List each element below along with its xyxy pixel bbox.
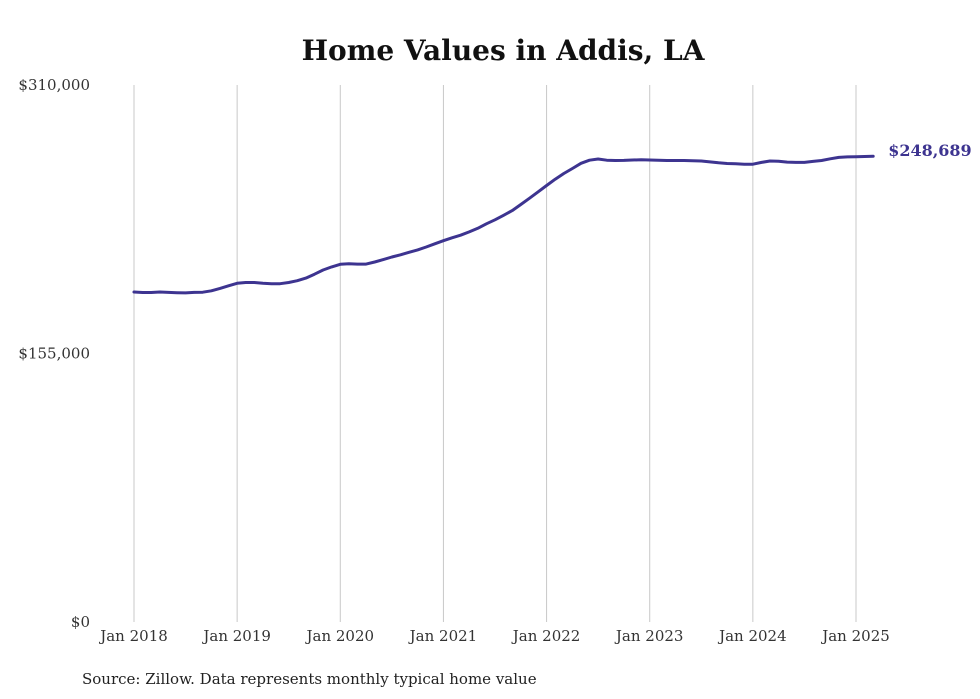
source-note: Source: Zillow. Data represents monthly … <box>82 670 537 688</box>
y-tick-label: $155,000 <box>18 345 90 363</box>
vertical-gridlines <box>133 85 857 622</box>
end-value-label: $248,689 <box>888 141 972 160</box>
x-tick-label: Jan 2025 <box>820 627 890 645</box>
x-tick-label: Jan 2019 <box>201 627 271 645</box>
series-line <box>132 154 875 295</box>
y-tick-label: $0 <box>71 613 90 631</box>
chart-title: Home Values in Addis, LA <box>302 34 706 67</box>
x-tick-label: Jan 2022 <box>511 627 581 645</box>
x-tick-label: Jan 2024 <box>717 627 787 645</box>
x-tick-label: Jan 2023 <box>614 627 684 645</box>
x-tick-label: Jan 2018 <box>98 627 168 645</box>
x-axis-tick-labels: Jan 2018 Jan 2019 Jan 2020 Jan 2021 Jan 2022… <box>98 627 890 645</box>
y-axis-tick-labels: $0 $155,000 $310,000 <box>18 76 90 631</box>
x-tick-label: Jan 2020 <box>305 627 375 645</box>
y-tick-label: $310,000 <box>18 76 90 94</box>
x-tick-label: Jan 2021 <box>408 627 478 645</box>
